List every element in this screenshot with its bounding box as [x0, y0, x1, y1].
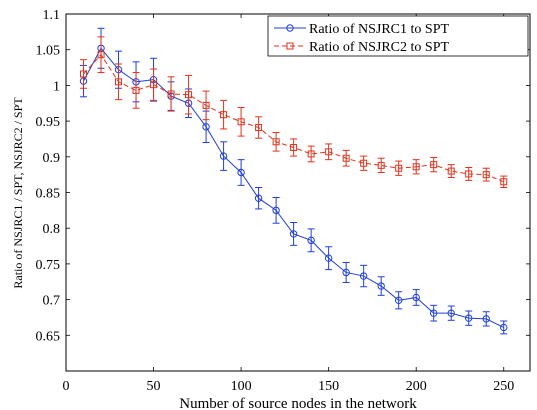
data-point: [412, 163, 420, 171]
legend-label-nsjrc2: Ratio of NSJRC2 to SPT: [309, 40, 449, 55]
x-tick-label: 0: [63, 379, 70, 394]
data-point: [377, 161, 385, 169]
legend-box: [267, 15, 529, 57]
y-tick-label: 0.7: [43, 294, 61, 309]
data-point: [359, 272, 368, 280]
data-point: [377, 282, 385, 290]
data-point: [290, 144, 298, 152]
data-point: [115, 78, 123, 86]
y-tick-label: 0.85: [36, 187, 61, 202]
x-tick-label: 150: [318, 379, 339, 394]
data-point: [324, 254, 333, 262]
data-point: [254, 194, 263, 202]
data-point: [220, 111, 228, 119]
y-tick-label: 0.95: [36, 115, 61, 130]
x-axis: 0 50 100 150 200 250: [63, 14, 514, 394]
y-tick-label: 1.1: [43, 8, 61, 23]
data-point: [237, 118, 245, 126]
x-tick-label: 200: [406, 379, 427, 394]
y-tick-label: 1.05: [36, 44, 61, 59]
legend-marker-nsjrc2: [286, 42, 294, 50]
legend-label-nsjrc1: Ratio of NSJRC1 to SPT: [309, 22, 449, 37]
series-line-1: [83, 47, 504, 328]
y-tick-label: 0.65: [36, 329, 61, 344]
data-point: [429, 309, 438, 317]
data-point: [360, 159, 368, 167]
data-point: [325, 148, 333, 156]
series-line-2: [83, 53, 504, 183]
data-point: [395, 164, 403, 172]
legend: Ratio of NSJRC1 to SPT Ratio of NSJRC2 t…: [267, 15, 529, 57]
data-point: [219, 152, 228, 160]
data-point: [465, 170, 473, 178]
y-axis-label: Ratio of NSJRC1 / SPT, NSJRC2 / SPT: [11, 97, 25, 289]
y-tick-label: 0.8: [43, 222, 61, 237]
data-point: [255, 124, 263, 132]
data-point: [482, 315, 490, 323]
data-point: [272, 206, 280, 215]
y-tick-label: 0.9: [43, 151, 61, 166]
y-tick-label: 1: [53, 79, 60, 94]
data-point: [185, 91, 193, 99]
data-point: [289, 230, 298, 238]
x-tick-label: 250: [493, 379, 514, 394]
x-tick-label: 50: [147, 379, 161, 394]
data-point: [412, 293, 420, 302]
data-point: [167, 90, 175, 98]
data-point: [132, 86, 140, 94]
data-point: [430, 161, 438, 169]
data-point: [80, 70, 88, 78]
data-point: [272, 138, 280, 146]
data-point: [97, 51, 105, 59]
data-point: [482, 171, 490, 179]
legend-marker-nsjrc1: [286, 24, 294, 32]
x-tick-label: 100: [231, 379, 252, 394]
data-point: [465, 314, 473, 322]
data-point: [150, 81, 158, 89]
data-point: [237, 168, 245, 177]
data-point: [307, 150, 315, 158]
y-axis: 0.65 0.7 0.75 0.8 0.85 0.9 0.95 1 1.05 1.1: [36, 8, 530, 344]
data-point: [307, 236, 315, 245]
data-point: [202, 123, 210, 131]
data-point: [500, 323, 508, 332]
data-point: [447, 309, 455, 317]
data-point: [342, 268, 350, 277]
data-point: [394, 296, 403, 305]
data-point: [342, 154, 350, 162]
data-point: [202, 101, 210, 109]
data-point: [500, 178, 508, 186]
data-point: [447, 167, 455, 175]
plot-marks: [79, 27, 508, 335]
y-tick-label: 0.75: [36, 258, 61, 273]
x-axis-label: Number of source nodes in the network: [179, 396, 417, 410]
